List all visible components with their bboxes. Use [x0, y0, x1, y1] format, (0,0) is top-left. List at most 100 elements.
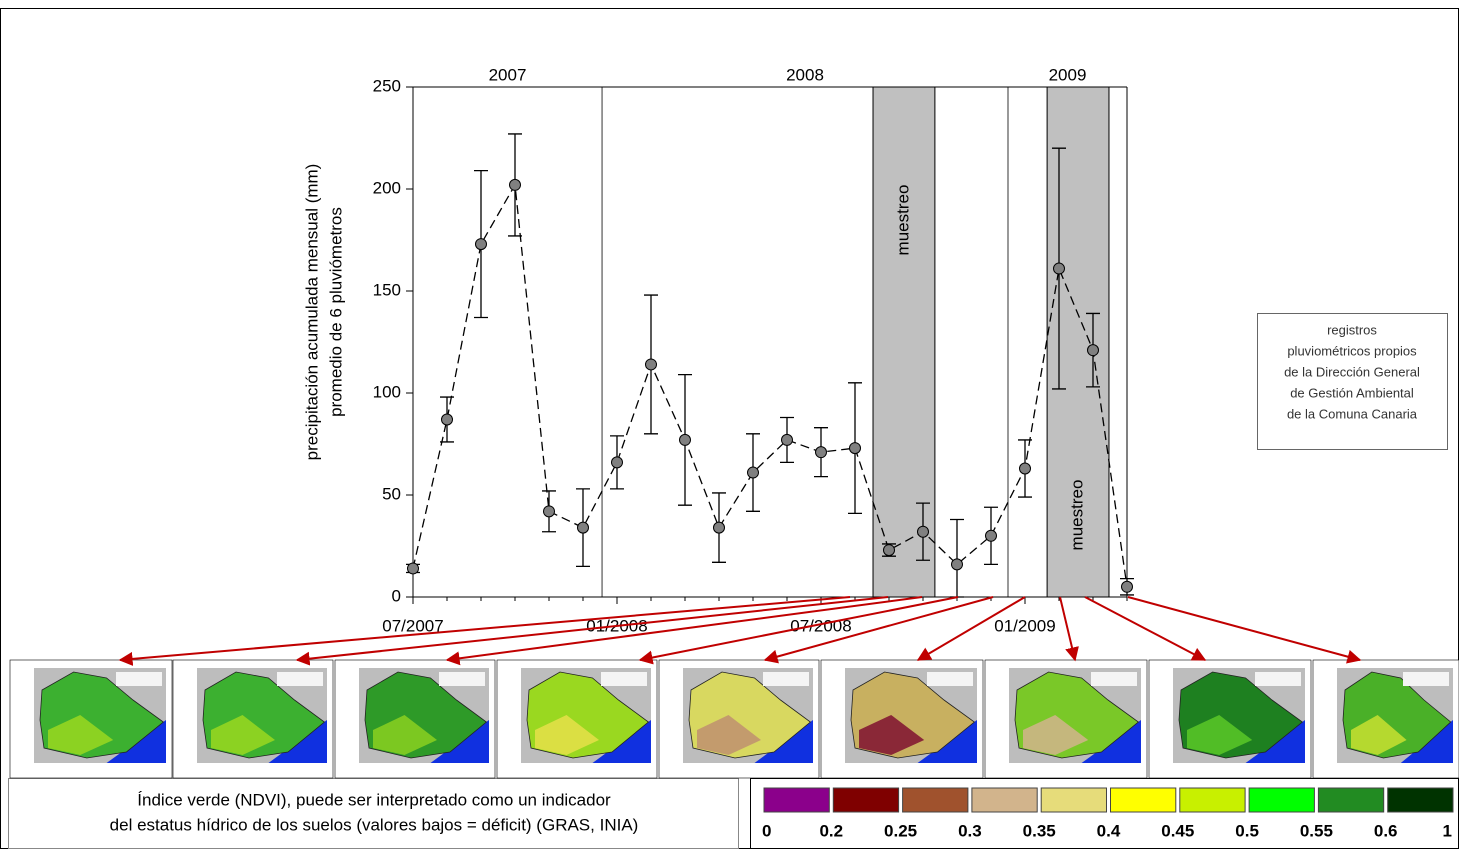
legend-label: 0.35: [1023, 821, 1056, 840]
map-logo: [1403, 672, 1449, 686]
map-thumbnail: [984, 659, 1148, 779]
data-point: [849, 442, 861, 455]
region-label: muestreo: [893, 185, 912, 256]
data-point: [713, 521, 725, 534]
map-thumbnail: [334, 659, 496, 779]
annotation-text: de Gestión Ambiental: [1290, 385, 1414, 400]
legend-swatch: [832, 787, 900, 813]
map-logo: [277, 672, 323, 686]
map-patch: [1351, 715, 1407, 755]
map-logo: [927, 672, 973, 686]
series-line: [412, 182, 1128, 587]
data-point: [815, 446, 827, 459]
y-tick-label: 150: [373, 280, 401, 299]
legend-swatch: [1317, 787, 1385, 813]
year-label: 2009: [1049, 65, 1087, 84]
map-patch: [697, 715, 761, 755]
legend-swatch: [1248, 787, 1315, 813]
y-tick-label: 200: [373, 178, 401, 197]
arrow: [1127, 596, 1362, 664]
year-label: 2007: [489, 65, 527, 84]
caption-text: Índice verde (NDVI), puede ser interpret…: [137, 790, 611, 809]
map-thumbnail: [496, 659, 658, 779]
data-point: [407, 562, 419, 575]
arrow: [118, 596, 851, 666]
legend-label: 1: [1443, 821, 1452, 840]
y-tick-label: 100: [373, 382, 401, 401]
legend-label: 0.25: [884, 821, 917, 840]
legend-swatch: [763, 787, 830, 813]
y-axis-label: promedio de 6 pluviómetros: [326, 207, 345, 417]
sampling-region: [872, 86, 936, 598]
arrow: [763, 596, 994, 664]
legend-swatch: [971, 787, 1038, 813]
data-point: [509, 178, 521, 191]
legend-label: 0: [762, 821, 771, 840]
legend-label: 0.6: [1374, 821, 1398, 840]
map-thumbnail: [1312, 659, 1459, 779]
arrow: [295, 596, 889, 666]
x-tick-label: 07/2007: [382, 616, 443, 635]
y-tick-label: 250: [373, 76, 401, 95]
map-thumbnail: [9, 659, 173, 779]
arrow: [916, 596, 1026, 661]
data-point: [679, 433, 691, 446]
map-patch: [1023, 715, 1089, 755]
legend-label: 0.55: [1300, 821, 1333, 840]
map-patch: [859, 715, 925, 755]
map-patch: [1187, 715, 1253, 755]
data-point: [883, 544, 895, 557]
data-point: [985, 529, 997, 542]
map-logo: [1091, 672, 1137, 686]
legend-label: 0.2: [819, 821, 843, 840]
data-point: [543, 505, 555, 518]
data-point: [1087, 344, 1099, 357]
map-patch: [211, 715, 275, 755]
data-point: [747, 466, 759, 479]
data-point: [1019, 462, 1031, 475]
data-point: [1053, 262, 1065, 275]
map-patch: [373, 715, 437, 755]
legend-swatch: [1387, 787, 1454, 813]
map-thumbnail: [1148, 659, 1312, 779]
legend-swatch: [902, 787, 969, 813]
arrow: [445, 596, 923, 666]
legend-label: 0.4: [1097, 821, 1121, 840]
y-tick-label: 50: [382, 484, 401, 503]
data-point: [645, 358, 657, 371]
data-point: [781, 433, 793, 446]
region-label: muestreo: [1068, 480, 1087, 551]
x-tick-label: 01/2009: [994, 616, 1055, 635]
data-point: [611, 456, 623, 469]
annotation-text: pluviométricos propios: [1287, 343, 1417, 358]
map-logo: [763, 672, 809, 686]
data-point: [475, 238, 487, 251]
arrow: [1059, 596, 1079, 662]
arrow: [1084, 596, 1207, 661]
y-axis-label: precipitación acumulada mensual (mm): [302, 164, 321, 461]
map-logo: [116, 672, 162, 686]
annotation-text: de la Comuna Canaria: [1287, 406, 1418, 421]
arrow: [638, 596, 959, 665]
legend-label: 0.5: [1235, 821, 1259, 840]
legend-swatch: [1179, 787, 1246, 813]
map-thumbnail: [172, 659, 334, 779]
map-patch: [535, 715, 599, 755]
map-logo: [1255, 672, 1301, 686]
map-logo: [439, 672, 485, 686]
annotation-text: registros: [1327, 322, 1377, 337]
legend-label: 0.3: [958, 821, 982, 840]
map-patch: [48, 715, 114, 755]
data-point: [441, 413, 453, 426]
year-label: 2008: [786, 65, 824, 84]
legend-swatch: [1110, 787, 1177, 813]
map-thumbnail: [820, 659, 984, 779]
data-point: [1121, 580, 1133, 593]
caption-text: del estatus hídrico de los suelos (valor…: [110, 815, 639, 834]
map-thumbnail: [658, 659, 820, 779]
data-point: [951, 558, 963, 571]
legend-swatch: [1040, 787, 1107, 813]
data-point: [917, 525, 929, 538]
map-logo: [601, 672, 647, 686]
